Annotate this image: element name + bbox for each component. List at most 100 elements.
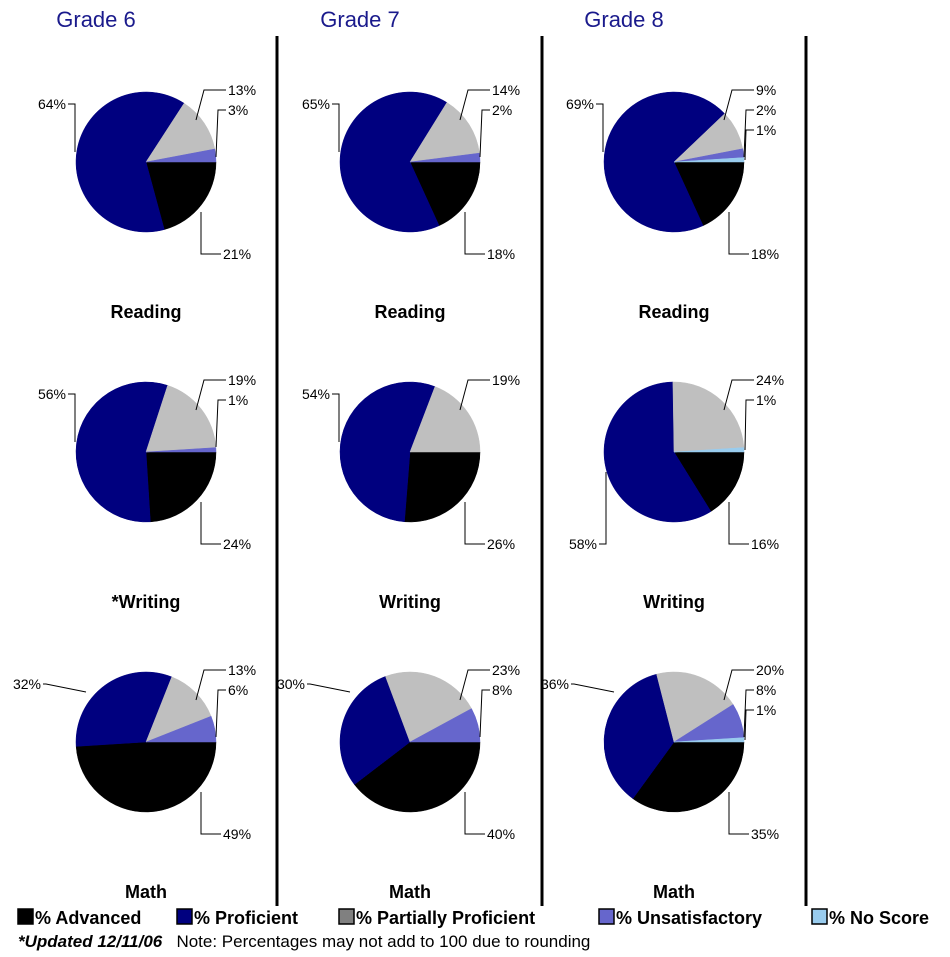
- leader-line-advanced: [464, 502, 485, 545]
- subject-title: Math: [125, 882, 167, 902]
- slice-label-no-score: 1%: [756, 122, 776, 138]
- grade-header-6: Grade 6: [56, 7, 136, 32]
- slice-label-proficient: 64%: [38, 96, 66, 112]
- leader-line-proficient: [68, 103, 76, 152]
- slice-label-no-score: 1%: [756, 702, 776, 718]
- slice-label-advanced: 40%: [487, 826, 515, 842]
- leader-line-partially-proficient: [195, 379, 226, 411]
- pie-slice-no-score: [673, 447, 745, 453]
- leader-line-advanced: [728, 792, 749, 835]
- leader-line-partially-proficient: [459, 89, 490, 121]
- slice-label-unsatisfactory: 8%: [756, 682, 776, 698]
- leader-line-unsatisfactory: [215, 109, 226, 158]
- pie-slice-unsatisfactory: [409, 708, 481, 743]
- pie-slice-proficient: [75, 91, 185, 233]
- leader-line-advanced: [728, 502, 749, 545]
- pie-slice-partially-proficient: [385, 671, 472, 743]
- pie-slice-proficient: [339, 381, 436, 523]
- slice-label-unsatisfactory: 6%: [228, 682, 248, 698]
- slice-label-advanced: 21%: [223, 246, 251, 262]
- leader-line-unsatisfactory: [479, 689, 490, 738]
- slice-label-unsatisfactory: 2%: [756, 102, 776, 118]
- subject-title: *Writing: [112, 592, 181, 612]
- pie-grade-6-writing: 24% 56% 19% 1% *Writing: [38, 372, 256, 612]
- pie-slice-proficient: [603, 91, 726, 233]
- pie-slice-partially-proficient: [409, 386, 481, 453]
- leader-line-partially-proficient: [723, 379, 754, 411]
- leader-line-partially-proficient: [459, 669, 490, 701]
- slice-label-proficient: 36%: [541, 676, 569, 692]
- legend-label-partially-proficient: % Partially Proficient: [356, 908, 535, 928]
- subject-title: Reading: [374, 302, 445, 322]
- pie-grade-6-math: 49% 32% 13% 6% Math: [13, 662, 256, 902]
- legend-swatch-proficient: [176, 908, 193, 925]
- pie-grade-7-writing: 26% 54% 19% Writing: [302, 372, 520, 612]
- slice-label-unsatisfactory: 8%: [492, 682, 512, 698]
- slice-label-advanced: 49%: [223, 826, 251, 842]
- pie-slice-proficient: [339, 676, 411, 785]
- slice-label-partially-proficient: 13%: [228, 662, 256, 678]
- leader-line-no-score: [744, 709, 754, 741]
- grade-header-7: Grade 7: [320, 7, 400, 32]
- pie-grade-8-writing: 16% 58% 24% 1% Writing: [569, 372, 784, 612]
- pie-slice-advanced: [354, 741, 481, 813]
- pie-slice-proficient: [75, 671, 173, 747]
- slice-label-proficient: 32%: [13, 676, 41, 692]
- pie-slice-partially-proficient: [145, 385, 217, 453]
- slice-label-advanced: 26%: [487, 536, 515, 552]
- pie-grade-7-math: 40% 30% 23% 8% Math: [277, 662, 520, 902]
- pie-slice-partially-proficient: [409, 102, 480, 163]
- slice-label-advanced: 16%: [751, 536, 779, 552]
- legend-label-unsatisfactory: % Unsatisfactory: [616, 908, 762, 928]
- leader-line-partially-proficient: [723, 669, 754, 701]
- pie-grade-6-reading: 21% 64% 13% 3% Reading: [38, 82, 256, 322]
- leader-line-proficient: [332, 393, 340, 442]
- pie-charts: 21% 64% 13% 3% Reading 18% 65% 14% 2% Reading 18% 6…: [13, 82, 784, 902]
- leader-line-partially-proficient: [459, 379, 490, 411]
- legend-label-no-score: % No Score: [829, 908, 929, 928]
- leader-line-advanced: [200, 502, 221, 545]
- pie-slice-advanced: [145, 161, 217, 230]
- subject-title: Reading: [110, 302, 181, 322]
- subject-title: Reading: [638, 302, 709, 322]
- pie-slice-no-score: [673, 737, 745, 743]
- slice-label-unsatisfactory: 3%: [228, 102, 248, 118]
- subject-title: Math: [653, 882, 695, 902]
- slice-label-advanced: 18%: [751, 246, 779, 262]
- column-dividers: [275, 36, 808, 906]
- slice-label-advanced: 18%: [487, 246, 515, 262]
- leader-line-advanced: [728, 212, 749, 255]
- leader-line-proficient: [68, 393, 76, 442]
- leader-line-unsatisfactory: [215, 399, 226, 448]
- slice-label-partially-proficient: 24%: [756, 372, 784, 388]
- pie-slice-partially-proficient: [672, 381, 745, 453]
- grade-header-8: Grade 8: [584, 7, 664, 32]
- pie-grade-8-math: 35% 36% 20% 8% 1% Math: [541, 662, 784, 902]
- pie-slice-advanced: [673, 451, 745, 512]
- slice-label-partially-proficient: 19%: [228, 372, 256, 388]
- slice-label-unsatisfactory: 2%: [492, 102, 512, 118]
- leader-line-proficient: [307, 683, 351, 693]
- pie-slice-no-score: [673, 157, 745, 163]
- subject-title: Writing: [379, 592, 441, 612]
- subject-title: Math: [389, 882, 431, 902]
- pie-slice-unsatisfactory: [409, 152, 481, 163]
- pie-slice-advanced: [145, 451, 217, 523]
- slice-label-partially-proficient: 13%: [228, 82, 256, 98]
- pie-grade-7-reading: 18% 65% 14% 2% Reading: [302, 82, 520, 322]
- pie-slice-unsatisfactory: [145, 447, 217, 453]
- leader-line-partially-proficient: [195, 669, 226, 701]
- subject-title: Writing: [643, 592, 705, 612]
- pie-slice-partially-proficient: [145, 102, 216, 163]
- leader-line-proficient: [43, 683, 87, 693]
- slice-label-advanced: 35%: [751, 826, 779, 842]
- leader-line-proficient: [596, 103, 604, 152]
- slice-label-no-score: 1%: [756, 392, 776, 408]
- slice-label-advanced: 24%: [223, 536, 251, 552]
- legend-swatch-no-score: [811, 908, 828, 925]
- slice-label-proficient: 54%: [302, 386, 330, 402]
- leader-line-unsatisfactory: [479, 109, 490, 158]
- legend-swatch-advanced: [17, 908, 34, 925]
- leader-line-partially-proficient: [195, 89, 226, 121]
